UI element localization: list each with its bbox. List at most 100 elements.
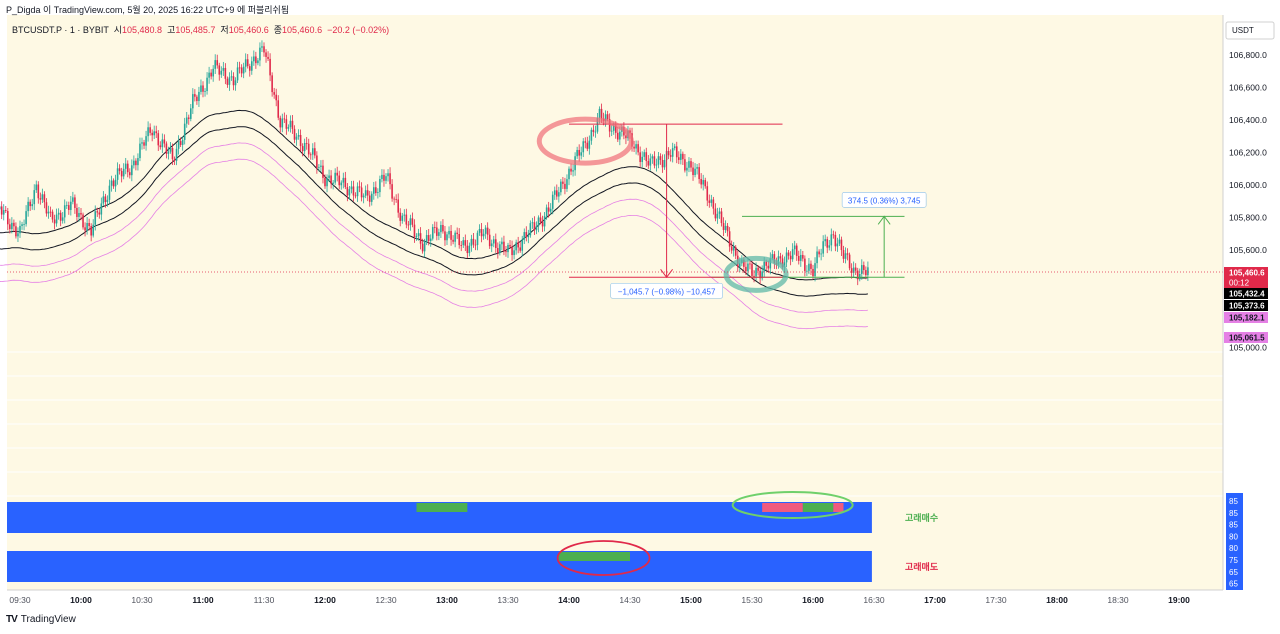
candle-body bbox=[763, 261, 765, 272]
candle-body bbox=[476, 232, 479, 245]
published-caption: P_Digda 이 TradingView.com, 5월 20, 2025 1… bbox=[6, 5, 290, 15]
candle-body bbox=[104, 196, 107, 203]
candle-body bbox=[730, 246, 733, 251]
candle-body bbox=[68, 205, 70, 210]
candle-body bbox=[755, 267, 757, 277]
candle-body bbox=[836, 243, 839, 247]
candle-body bbox=[706, 186, 709, 201]
candle-body bbox=[649, 158, 652, 166]
candle-body bbox=[533, 222, 536, 231]
candle-body bbox=[74, 197, 76, 208]
candle-body bbox=[641, 156, 643, 163]
candle-body bbox=[411, 218, 414, 225]
candle-body bbox=[389, 173, 391, 185]
candle-body bbox=[383, 174, 385, 181]
candle-body bbox=[159, 145, 162, 148]
high-label: 고 bbox=[167, 25, 176, 35]
candle-body bbox=[472, 238, 475, 245]
candle-body bbox=[360, 187, 363, 198]
candle-body bbox=[852, 267, 855, 273]
candle-body bbox=[511, 246, 513, 256]
candle-body bbox=[133, 160, 135, 166]
candle-body bbox=[826, 239, 829, 248]
candle-body bbox=[696, 167, 698, 169]
candle-body bbox=[515, 242, 517, 251]
candle-body bbox=[647, 161, 650, 166]
candle-body bbox=[171, 147, 174, 160]
y-tick-label: 106,200.0 bbox=[1229, 148, 1267, 158]
candle-body bbox=[726, 225, 729, 232]
highlight-circles bbox=[536, 116, 789, 293]
low-value: 105,460.6 bbox=[228, 25, 269, 35]
price-tag bbox=[1224, 267, 1268, 288]
candle-body bbox=[436, 227, 438, 236]
candle-body bbox=[417, 233, 420, 236]
candle-body bbox=[53, 219, 56, 224]
tradingview-logo-icon: TV bbox=[6, 614, 18, 625]
candle-body bbox=[196, 96, 198, 102]
x-axis-ticks: 09:30 10:00 10:30 11:00 11:30 12:00 12:30 13:00… bbox=[9, 595, 1190, 605]
candle-body bbox=[259, 47, 261, 61]
candle-body bbox=[161, 139, 164, 148]
price-tag-label: 105,182.1 bbox=[1229, 314, 1265, 323]
candle-body bbox=[560, 181, 562, 193]
candle-body bbox=[23, 224, 25, 225]
candle-body bbox=[612, 125, 615, 131]
candle-body bbox=[153, 131, 155, 136]
candle-body bbox=[822, 241, 824, 254]
candle-body bbox=[783, 262, 786, 268]
candle-body bbox=[824, 239, 826, 242]
candle-body bbox=[366, 190, 369, 196]
candle-body bbox=[375, 187, 377, 194]
candle-body bbox=[41, 194, 44, 200]
candle-body bbox=[37, 184, 40, 199]
candle-body bbox=[708, 200, 711, 203]
tradingview-brand[interactable]: TV TradingView bbox=[6, 614, 76, 625]
symbol-label[interactable]: BTCUSDT.P · 1 · BYBIT bbox=[12, 25, 109, 35]
candle-body bbox=[198, 91, 200, 102]
candle-body bbox=[63, 205, 66, 218]
candle-body bbox=[393, 198, 395, 200]
candle-body bbox=[513, 250, 515, 256]
candle-body bbox=[356, 186, 359, 197]
candle-body bbox=[710, 199, 713, 203]
candle-body bbox=[486, 227, 489, 235]
candle-body bbox=[29, 201, 31, 207]
candle-body bbox=[523, 232, 526, 240]
candle-body bbox=[484, 227, 487, 234]
candle-body bbox=[94, 211, 97, 225]
candle-body bbox=[678, 157, 680, 160]
candle-body bbox=[584, 141, 587, 143]
candle-body bbox=[440, 224, 442, 233]
time-axis[interactable] bbox=[7, 590, 1223, 610]
candle-body bbox=[767, 265, 770, 269]
x-tick-label: 14:30 bbox=[619, 595, 641, 605]
x-tick-label: 11:00 bbox=[192, 595, 214, 605]
x-tick-label: 09:30 bbox=[9, 595, 31, 605]
candle-body bbox=[106, 199, 109, 203]
candle-body bbox=[521, 239, 524, 251]
plot-background bbox=[7, 15, 1223, 590]
candle-body bbox=[795, 245, 798, 256]
candle-body bbox=[222, 67, 225, 71]
candle-body bbox=[102, 196, 105, 204]
candle-body bbox=[777, 256, 780, 265]
candle-body bbox=[309, 154, 312, 156]
candle-body bbox=[686, 167, 688, 171]
candle-body bbox=[230, 76, 233, 78]
x-tick-label: 19:00 bbox=[1168, 595, 1190, 605]
candle-body bbox=[129, 172, 131, 176]
candle-body bbox=[702, 180, 704, 185]
candle-body bbox=[828, 245, 831, 248]
candle-body bbox=[861, 265, 863, 275]
candle-body bbox=[57, 212, 60, 215]
candle-body bbox=[580, 152, 582, 156]
candle-body bbox=[177, 141, 180, 149]
candle-body bbox=[88, 223, 90, 227]
candle-body bbox=[462, 240, 465, 246]
indicator-scale-label: 85 bbox=[1229, 497, 1238, 506]
candle-body bbox=[216, 60, 219, 66]
candle-body bbox=[120, 170, 123, 177]
candle-body bbox=[86, 223, 88, 231]
